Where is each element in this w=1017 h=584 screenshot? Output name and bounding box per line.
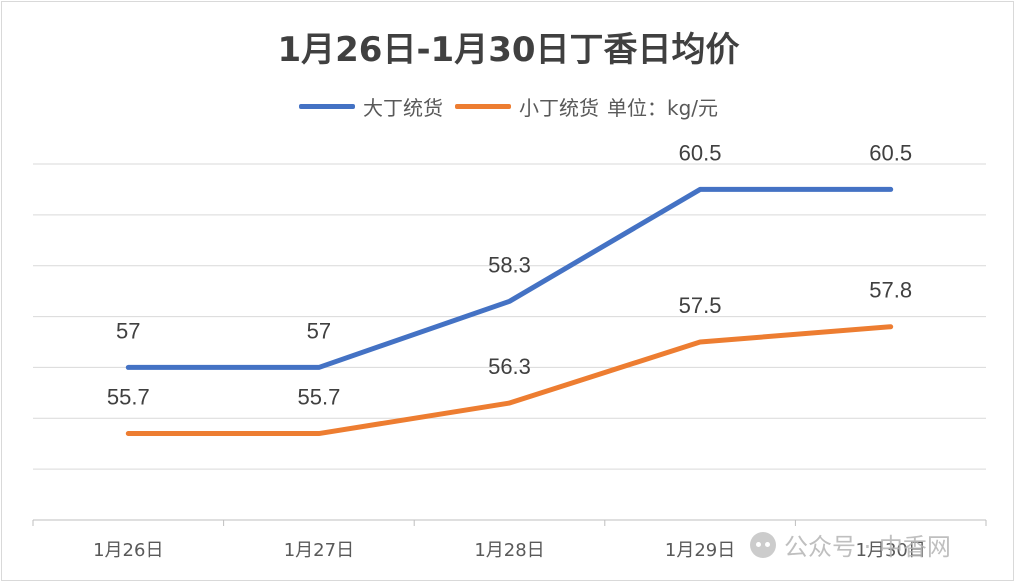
x-tick-label: 1月29日: [665, 540, 735, 561]
legend-swatch-series-2: [454, 104, 511, 109]
data-label-series-2: 55.7: [107, 385, 150, 410]
series-line-2: [125, 324, 894, 437]
data-label-series-2: 57.5: [679, 293, 722, 318]
data-label-series-1: 57: [116, 318, 140, 343]
chart-title: 1月26日-1月30日丁香日均价: [277, 30, 740, 70]
series-lines: [125, 186, 894, 437]
x-tick-label: 1月26日: [93, 540, 163, 561]
gridlines: [33, 163, 986, 470]
chart-legend: 大丁统货 小丁统货 单位：kg/元: [0, 92, 1017, 121]
legend-swatch-series-1: [298, 104, 355, 109]
x-tick-label: 1月30日: [856, 540, 926, 561]
data-label-series-2: 55.7: [297, 385, 340, 410]
legend-label-series-1: 大丁统货: [362, 96, 443, 120]
unit-label: 单位：kg/元: [606, 96, 718, 120]
data-labels: 57 57 58.3 60.5 60.5 55.7 55.7 56.3 57.5 57.8: [107, 140, 912, 409]
x-axis: 1月26日 1月27日 1月28日 1月29日 1月30日: [32, 519, 987, 561]
watermark: 公众号 · 中香网: [750, 527, 951, 562]
x-tick-label: 1月27日: [284, 540, 354, 561]
wechat-logo-icon: [750, 531, 776, 558]
data-label-series-1: 60.5: [869, 140, 912, 165]
data-label-series-1: 60.5: [679, 140, 722, 165]
x-tick-label: 1月28日: [474, 540, 544, 561]
legend-label-series-2: 小丁统货: [518, 96, 599, 120]
series-line-1: [125, 186, 894, 370]
data-label-series-1: 57: [307, 318, 331, 343]
data-label-series-2: 56.3: [488, 354, 531, 379]
data-label-series-1: 58.3: [488, 252, 531, 277]
legend-item-series-2: 小丁统货 单位：kg/元: [454, 92, 718, 121]
legend-item-series-1: 大丁统货: [298, 92, 443, 121]
watermark-text: 公众号 · 中香网: [784, 533, 951, 561]
data-label-series-2: 57.8: [869, 278, 912, 303]
